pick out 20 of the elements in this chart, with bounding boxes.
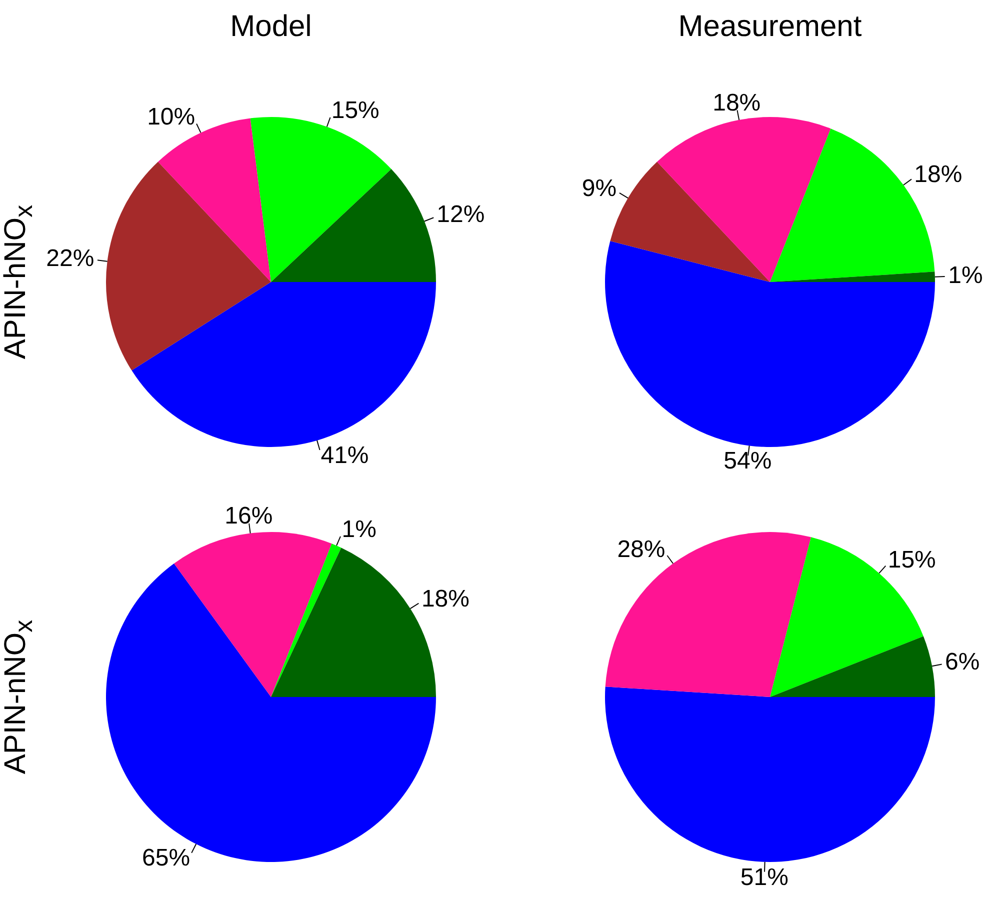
data-label: 54%: [724, 448, 772, 475]
data-label: 1%: [342, 516, 376, 544]
data-label: 10%: [147, 103, 196, 130]
data-label: 65%: [142, 844, 190, 872]
data-label: 12%: [436, 200, 485, 228]
data-label: 28%: [617, 536, 666, 563]
data-label: 51%: [740, 864, 788, 892]
data-label: 9%: [582, 175, 617, 202]
data-label: 18%: [914, 160, 962, 188]
data-label: 22%: [46, 244, 94, 272]
data-label: 15%: [888, 546, 936, 574]
data-label: 1%: [948, 262, 983, 289]
data-label: 41%: [320, 442, 369, 469]
data-label: 18%: [421, 585, 470, 612]
data-label: 16%: [224, 502, 273, 530]
chart-title: Measurement: [677, 10, 863, 44]
data-label: 18%: [712, 89, 761, 116]
data-label: 15%: [331, 96, 380, 124]
chart-title: Model: [229, 10, 313, 44]
data-label: 6%: [945, 648, 980, 676]
